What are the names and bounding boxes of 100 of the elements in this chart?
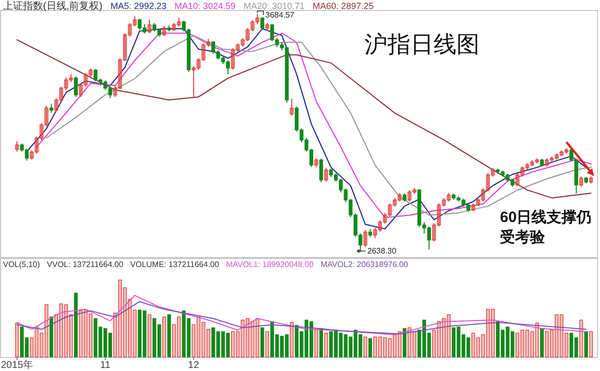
- bar: [579, 320, 584, 358]
- bar: [550, 330, 554, 358]
- candlestick: [314, 158, 318, 168]
- bar: [525, 330, 530, 358]
- bar: [530, 331, 534, 358]
- candlestick: [388, 202, 392, 217]
- bar: [148, 314, 152, 358]
- text: VOLUME: 137211664.00: [130, 260, 220, 269]
- candlestick: [113, 86, 118, 98]
- bar: [402, 328, 406, 358]
- bar: [54, 314, 58, 358]
- bar: [432, 330, 436, 358]
- candlestick: [54, 98, 58, 112]
- bar: [246, 318, 250, 358]
- candlestick: [378, 220, 382, 232]
- chart-subtitle: 上证指数(日线,前复权): [3, 0, 102, 12]
- bar: [392, 334, 397, 358]
- annotation: 3684.57: [265, 10, 295, 20]
- x-tick-label: 2015年: [0, 359, 34, 371]
- bar: [192, 324, 196, 358]
- candlestick: [40, 122, 44, 141]
- bar: [491, 308, 495, 358]
- bar: [486, 308, 490, 358]
- candlestick: [196, 58, 200, 70]
- bar: [314, 328, 318, 358]
- candlestick: [148, 19, 152, 34]
- bar: [535, 322, 539, 358]
- bar: [481, 334, 485, 358]
- bar: [240, 320, 245, 358]
- candlestick: [246, 28, 250, 42]
- bar: [265, 331, 270, 358]
- bar: [520, 330, 524, 358]
- bar: [74, 292, 78, 358]
- candlestick: [589, 176, 593, 184]
- candlestick: [535, 158, 539, 164]
- bar: [398, 331, 402, 358]
- candlestick: [265, 22, 270, 32]
- bar: [554, 314, 559, 358]
- candlestick: [59, 86, 64, 102]
- bar: [206, 328, 210, 358]
- bar: [324, 332, 328, 358]
- candlestick: [554, 152, 559, 160]
- bar: [544, 331, 549, 358]
- candlestick: [490, 167, 495, 178]
- candlestick: [15, 140, 19, 152]
- candlestick: [260, 16, 264, 30]
- candlestick: [30, 150, 34, 160]
- bar: [368, 338, 372, 358]
- candlestick: [132, 16, 137, 27]
- bar: [69, 314, 73, 358]
- candlestick: [240, 38, 245, 48]
- text: 沪指日线图: [364, 32, 480, 57]
- bar: [363, 336, 368, 358]
- candlestick: [49, 103, 54, 114]
- bar: [250, 321, 254, 358]
- candlestick: [412, 187, 416, 194]
- bar: [437, 321, 441, 358]
- bar: [446, 314, 451, 358]
- candlestick: [579, 176, 584, 188]
- text: VOL(5,10): [3, 260, 40, 269]
- candlestick: [446, 192, 451, 202]
- candlestick: [373, 227, 378, 238]
- bar: [231, 331, 235, 358]
- candlestick: [34, 136, 39, 154]
- candlestick: [236, 42, 240, 52]
- bar: [30, 337, 34, 358]
- bar: [88, 314, 92, 358]
- candlestick: [392, 198, 397, 208]
- bar: [589, 331, 593, 358]
- candlestick: [74, 76, 78, 98]
- candlestick: [123, 32, 127, 62]
- bar: [84, 310, 88, 358]
- bar: [388, 338, 392, 358]
- bar: [49, 316, 54, 358]
- x-tick-label: 12: [188, 360, 200, 371]
- candlestick: [486, 172, 490, 192]
- bar: [236, 331, 240, 358]
- candlestick: [363, 230, 368, 248]
- candlestick: [290, 98, 294, 116]
- candlestick: [530, 160, 534, 167]
- candlestick: [88, 68, 92, 78]
- bar: [113, 312, 117, 358]
- series-label: MA5: 2992.23: [110, 1, 166, 11]
- candlestick: [319, 158, 324, 183]
- bar: [15, 322, 19, 358]
- bar: [560, 314, 564, 358]
- candlestick: [84, 72, 88, 88]
- bar: [162, 316, 166, 358]
- bar: [118, 280, 122, 358]
- bar: [471, 332, 476, 358]
- bar: [290, 322, 294, 358]
- bar: [564, 332, 568, 358]
- bar: [540, 328, 544, 358]
- text: MA20: 3010.71: [244, 1, 305, 11]
- bar: [260, 327, 264, 358]
- candlestick: [250, 20, 254, 32]
- bar: [476, 337, 480, 358]
- bar: [378, 336, 382, 358]
- candlestick: [442, 198, 446, 208]
- x-tick-label: 11: [100, 360, 111, 371]
